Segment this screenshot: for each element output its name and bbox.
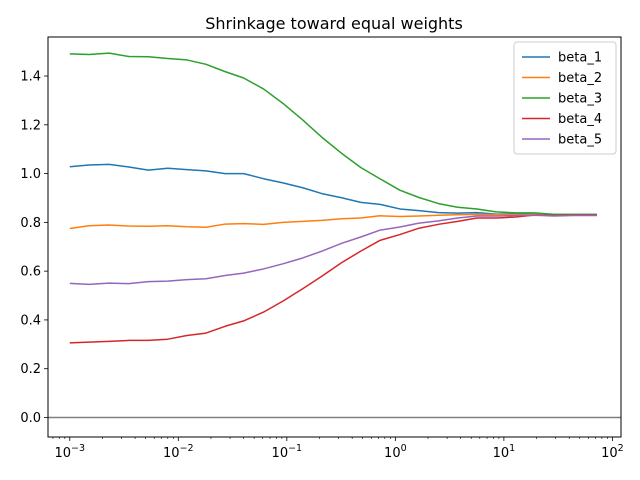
chart-title: Shrinkage toward equal weights (205, 14, 463, 33)
legend-label: beta_1 (558, 51, 602, 66)
plot-area: 10−3 10−2 10−1 100 101 102 0.00.20.40.60.81.0… (20, 36, 624, 461)
series-line-beta_4 (69, 214, 597, 344)
y-axis: 0.0 0.2 0.4 0.6 0.8 1.0 1.2 1.4 (20, 70, 48, 426)
y-tick-label: 0.4 (20, 313, 41, 328)
y-tick-label: 1.2 (20, 118, 41, 133)
x-tick-label: 100 (384, 443, 407, 461)
x-axis: 10−3 10−2 10−1 100 101 102 (52, 437, 624, 461)
legend-label: beta_5 (558, 133, 602, 148)
x-tick-label-base: 10 (493, 446, 510, 461)
series-line-beta_3 (69, 52, 597, 216)
x-tick-label-base: 10 (601, 446, 618, 461)
x-tick-label-base: 10 (272, 446, 289, 461)
series-layer (48, 52, 621, 419)
y-tick-label: 0.2 (20, 362, 41, 377)
x-tick-label: 101 (493, 443, 516, 461)
legend-label: beta_2 (558, 71, 602, 86)
y-tick-label: 0.8 (20, 216, 41, 231)
legend-label: beta_4 (558, 112, 602, 127)
legend: beta_1 beta_2 beta_3 beta_4 beta_5 (513, 41, 617, 155)
legend-box (513, 41, 617, 155)
x-tick-label-base: 10 (163, 446, 180, 461)
x-tick-label-exponent: −1 (288, 443, 302, 454)
y-tick-label: 0.6 (20, 265, 41, 280)
series-line-beta_5 (69, 214, 597, 286)
x-tick-label-exponent: 0 (401, 443, 407, 454)
x-tick-label-exponent: 1 (509, 443, 515, 454)
x-tick-label-exponent: 2 (618, 443, 624, 454)
x-tick-label: 10−1 (272, 443, 303, 461)
x-tick-label: 10−2 (163, 443, 194, 461)
x-tick-label-base: 10 (54, 446, 71, 461)
y-tick-label: 1.0 (20, 167, 41, 182)
x-tick-label-base: 10 (384, 446, 401, 461)
axes-frame (47, 36, 622, 438)
legend-label: beta_3 (558, 92, 602, 107)
x-tick-label: 10−3 (54, 443, 85, 461)
x-tick-label-exponent: −3 (71, 443, 85, 454)
x-tick-label: 102 (601, 443, 624, 461)
y-tick-label: 1.4 (20, 70, 41, 85)
series-line-beta_2 (69, 213, 597, 230)
y-tick-label: 0.0 (20, 411, 41, 426)
x-tick-label-exponent: −2 (180, 443, 194, 454)
